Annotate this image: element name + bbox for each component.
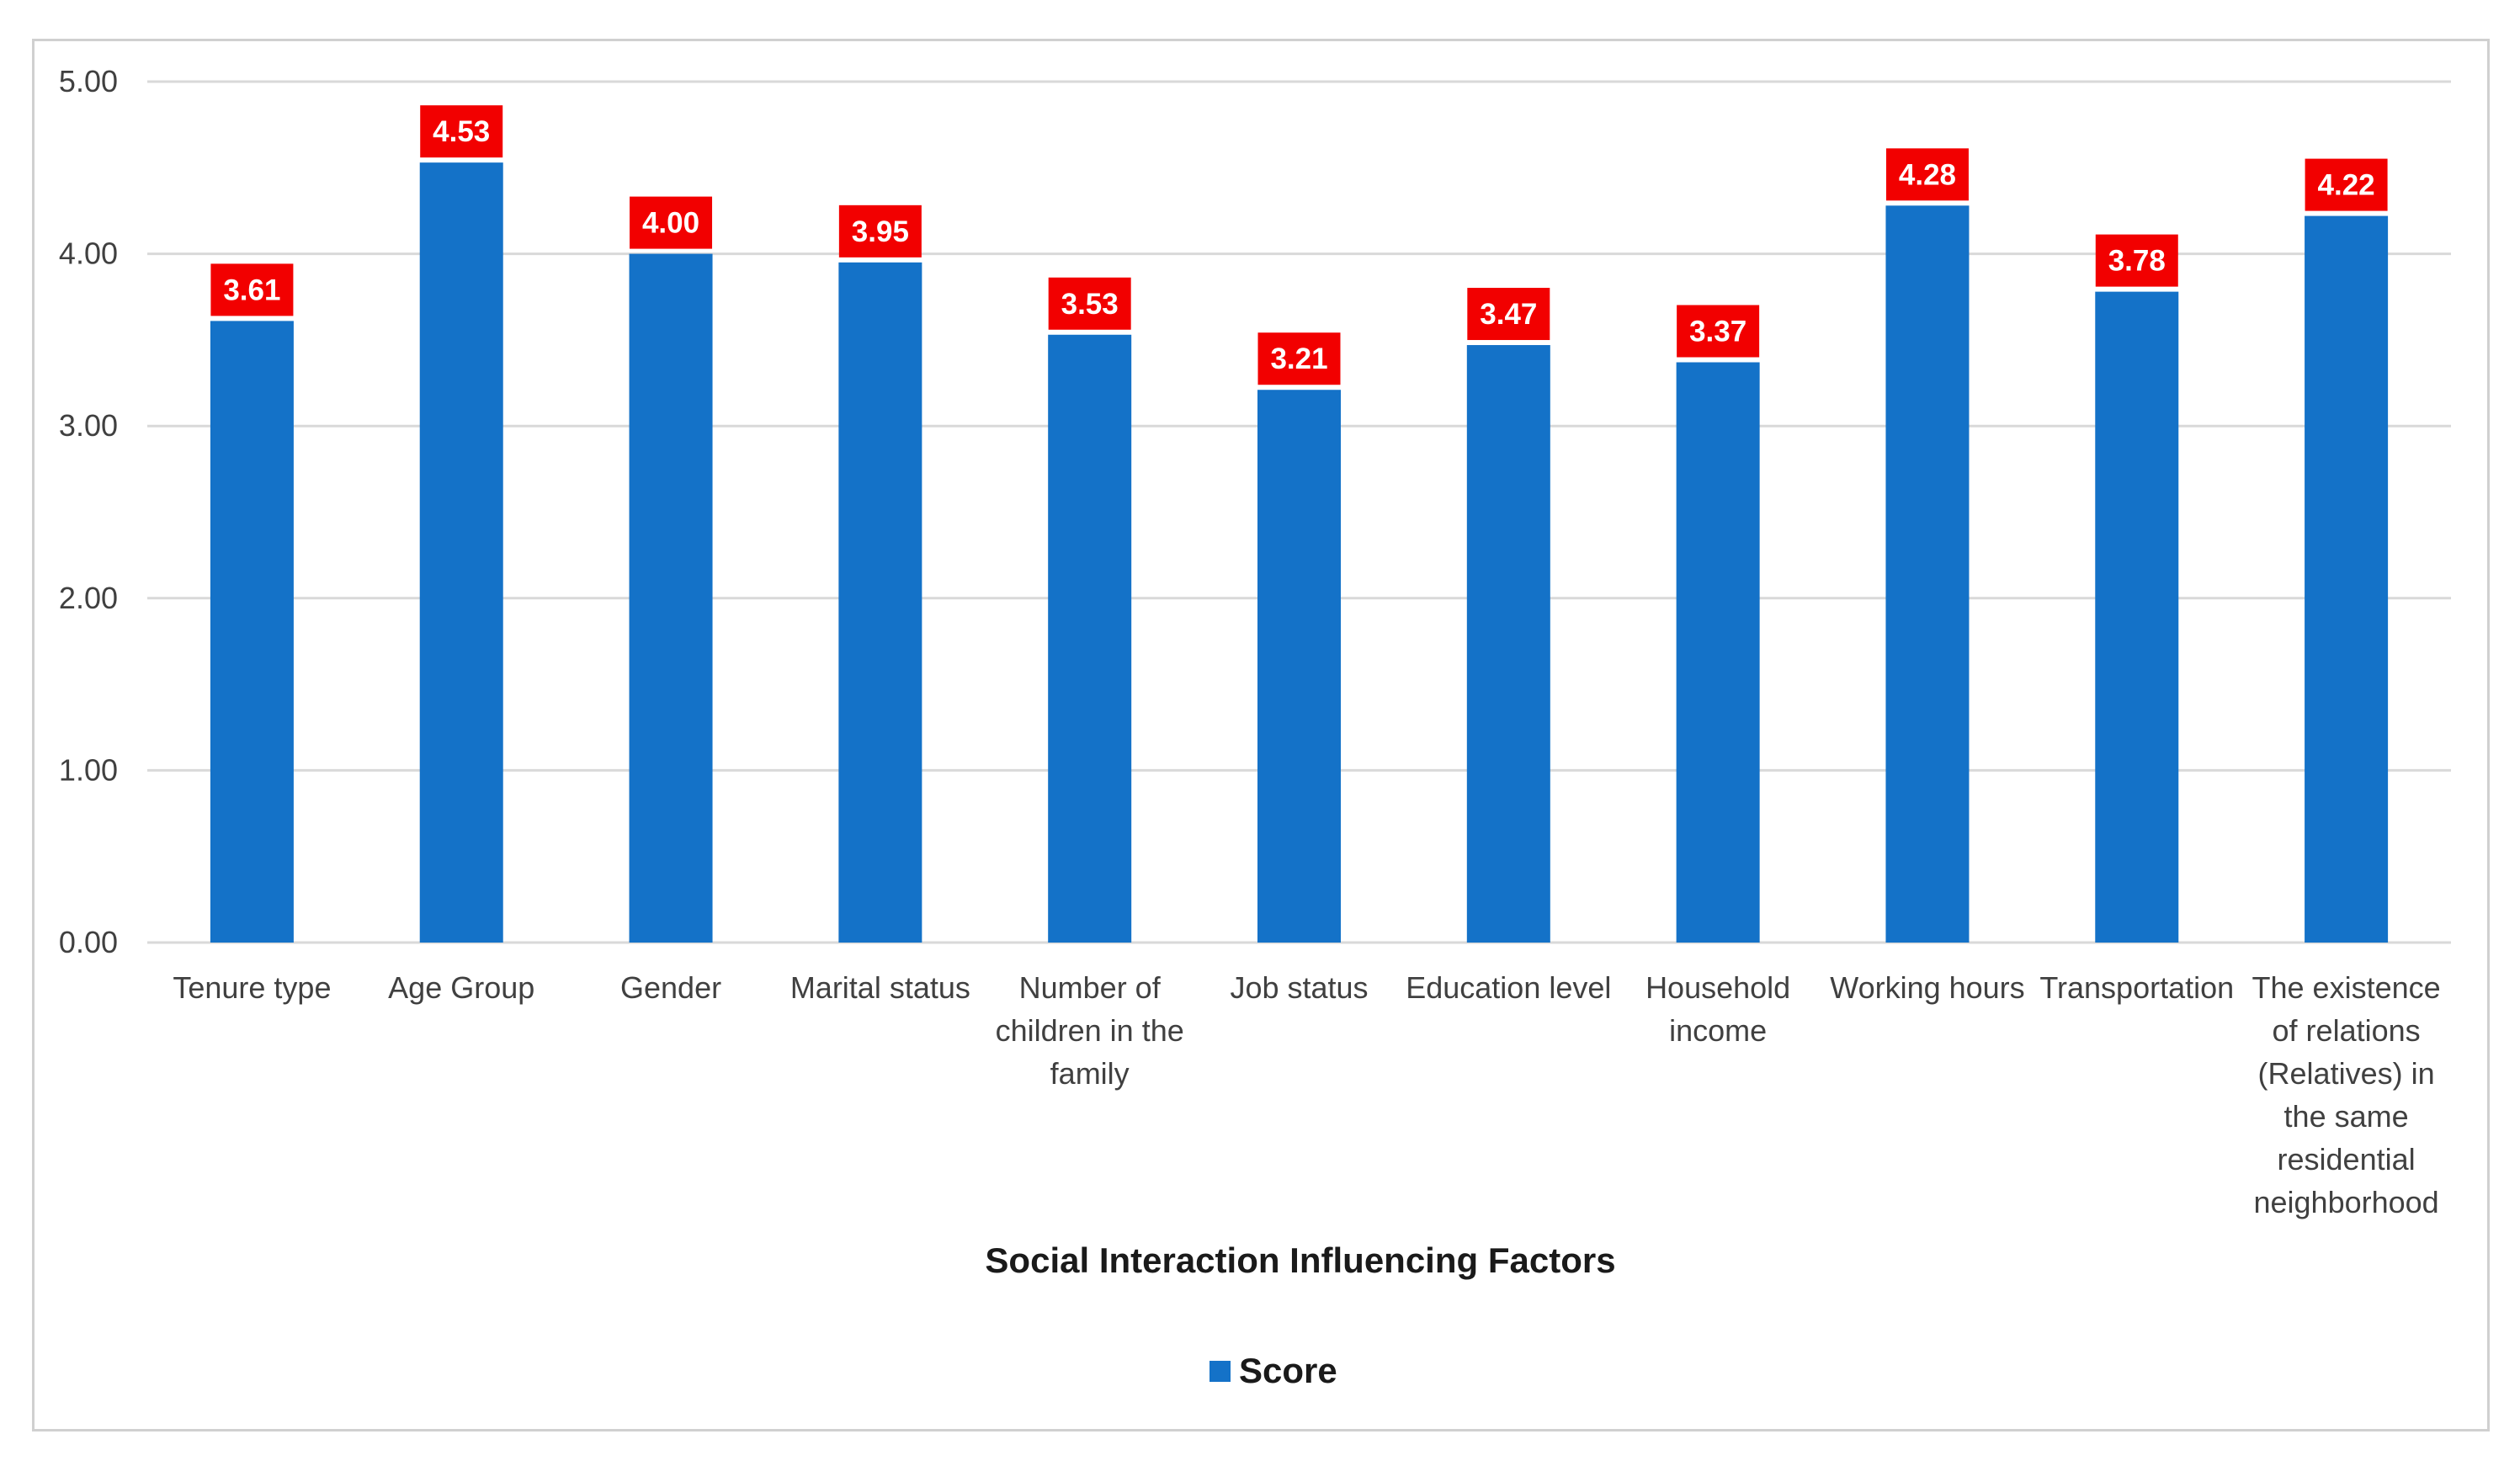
legend-label-score: Score [1239, 1351, 1337, 1390]
data-label-box [2095, 234, 2178, 287]
data-label-box [1048, 277, 1131, 330]
data-label-text: 4.22 [2318, 169, 2375, 202]
data-label: 4.22 [2305, 158, 2388, 211]
bar [838, 262, 922, 943]
legend-swatch-score [1209, 1361, 1231, 1382]
data-label-box [838, 204, 922, 258]
data-label-text: 3.37 [1689, 315, 1746, 348]
data-label: 3.95 [838, 204, 922, 258]
data-label-text: 3.21 [1270, 343, 1327, 375]
data-label-text: 3.95 [852, 215, 909, 248]
bar [419, 162, 503, 943]
data-label-text: 3.78 [2108, 245, 2166, 278]
bar [1676, 362, 1760, 943]
data-label: 3.37 [1677, 305, 1760, 358]
data-label-text: 3.61 [223, 274, 280, 306]
x-axis-title: Social Interaction Influencing Factors [985, 1240, 1615, 1280]
data-label: 4.53 [420, 105, 503, 158]
data-label: 4.00 [630, 196, 713, 249]
data-label-box [630, 196, 713, 249]
x-category-label: Number of children in the family [996, 970, 1184, 1091]
gridlines [147, 80, 2451, 944]
bar [629, 253, 713, 943]
data-label: 3.53 [1048, 277, 1131, 330]
data-label: 4.28 [1885, 148, 1969, 201]
bar [1466, 345, 1550, 943]
data-label-box [1257, 332, 1341, 385]
y-axis-ticks: 0.00 1.00 2.00 3.00 4.00 5.00 [59, 64, 118, 959]
y-tick-label: 3.00 [59, 408, 118, 443]
x-category-label: Household income [1645, 970, 1790, 1048]
x-category-label: Tenure type [173, 970, 331, 1005]
x-category-label: Working hours [1830, 970, 2024, 1005]
data-label-text: 4.28 [1899, 158, 1956, 191]
bar [1885, 205, 1970, 943]
data-label: 3.61 [210, 263, 294, 316]
data-label-text: 4.53 [433, 115, 490, 148]
y-tick-label: 4.00 [59, 236, 118, 271]
x-category-label: Gender [620, 970, 721, 1005]
data-label-box [420, 105, 503, 158]
data-label-box [1467, 288, 1550, 341]
legend: Score [1209, 1351, 1337, 1390]
bar [1257, 390, 1341, 943]
bar [1048, 334, 1132, 943]
y-tick-label: 0.00 [59, 925, 118, 959]
x-category-label: Marital status [790, 970, 970, 1005]
data-labels: 3.61 4.53 4.00 3.95 3.53 3.21 3.47 3.37 4.28 3.78… [210, 105, 2388, 385]
x-axis-categories: Tenure type Age Group Gender Marital status… [173, 970, 2440, 1219]
x-category-label: Age Group [388, 970, 534, 1005]
x-category-label: Job status [1230, 970, 1368, 1005]
data-label-box [210, 263, 294, 316]
data-label-text: 3.47 [1480, 298, 1537, 331]
y-tick-label: 2.00 [59, 581, 118, 615]
data-label-text: 3.53 [1061, 288, 1119, 321]
bars [210, 162, 2389, 943]
y-tick-label: 5.00 [59, 64, 118, 98]
data-label: 3.21 [1257, 332, 1341, 385]
data-label-text: 4.00 [642, 207, 699, 240]
x-category-label: The existence of relations (Relatives) in t… [2252, 970, 2441, 1219]
bar [210, 321, 294, 943]
data-label: 3.78 [2095, 234, 2178, 287]
data-label-box [1885, 148, 1969, 201]
x-category-label: Transportation [2039, 970, 2234, 1005]
data-label-box [2305, 158, 2388, 211]
bar [2095, 291, 2179, 943]
data-label: 3.47 [1467, 288, 1550, 341]
x-category-label: Education level [1406, 970, 1611, 1005]
y-tick-label: 1.00 [59, 752, 118, 787]
data-label-box [1677, 305, 1760, 358]
bar [2305, 215, 2389, 943]
